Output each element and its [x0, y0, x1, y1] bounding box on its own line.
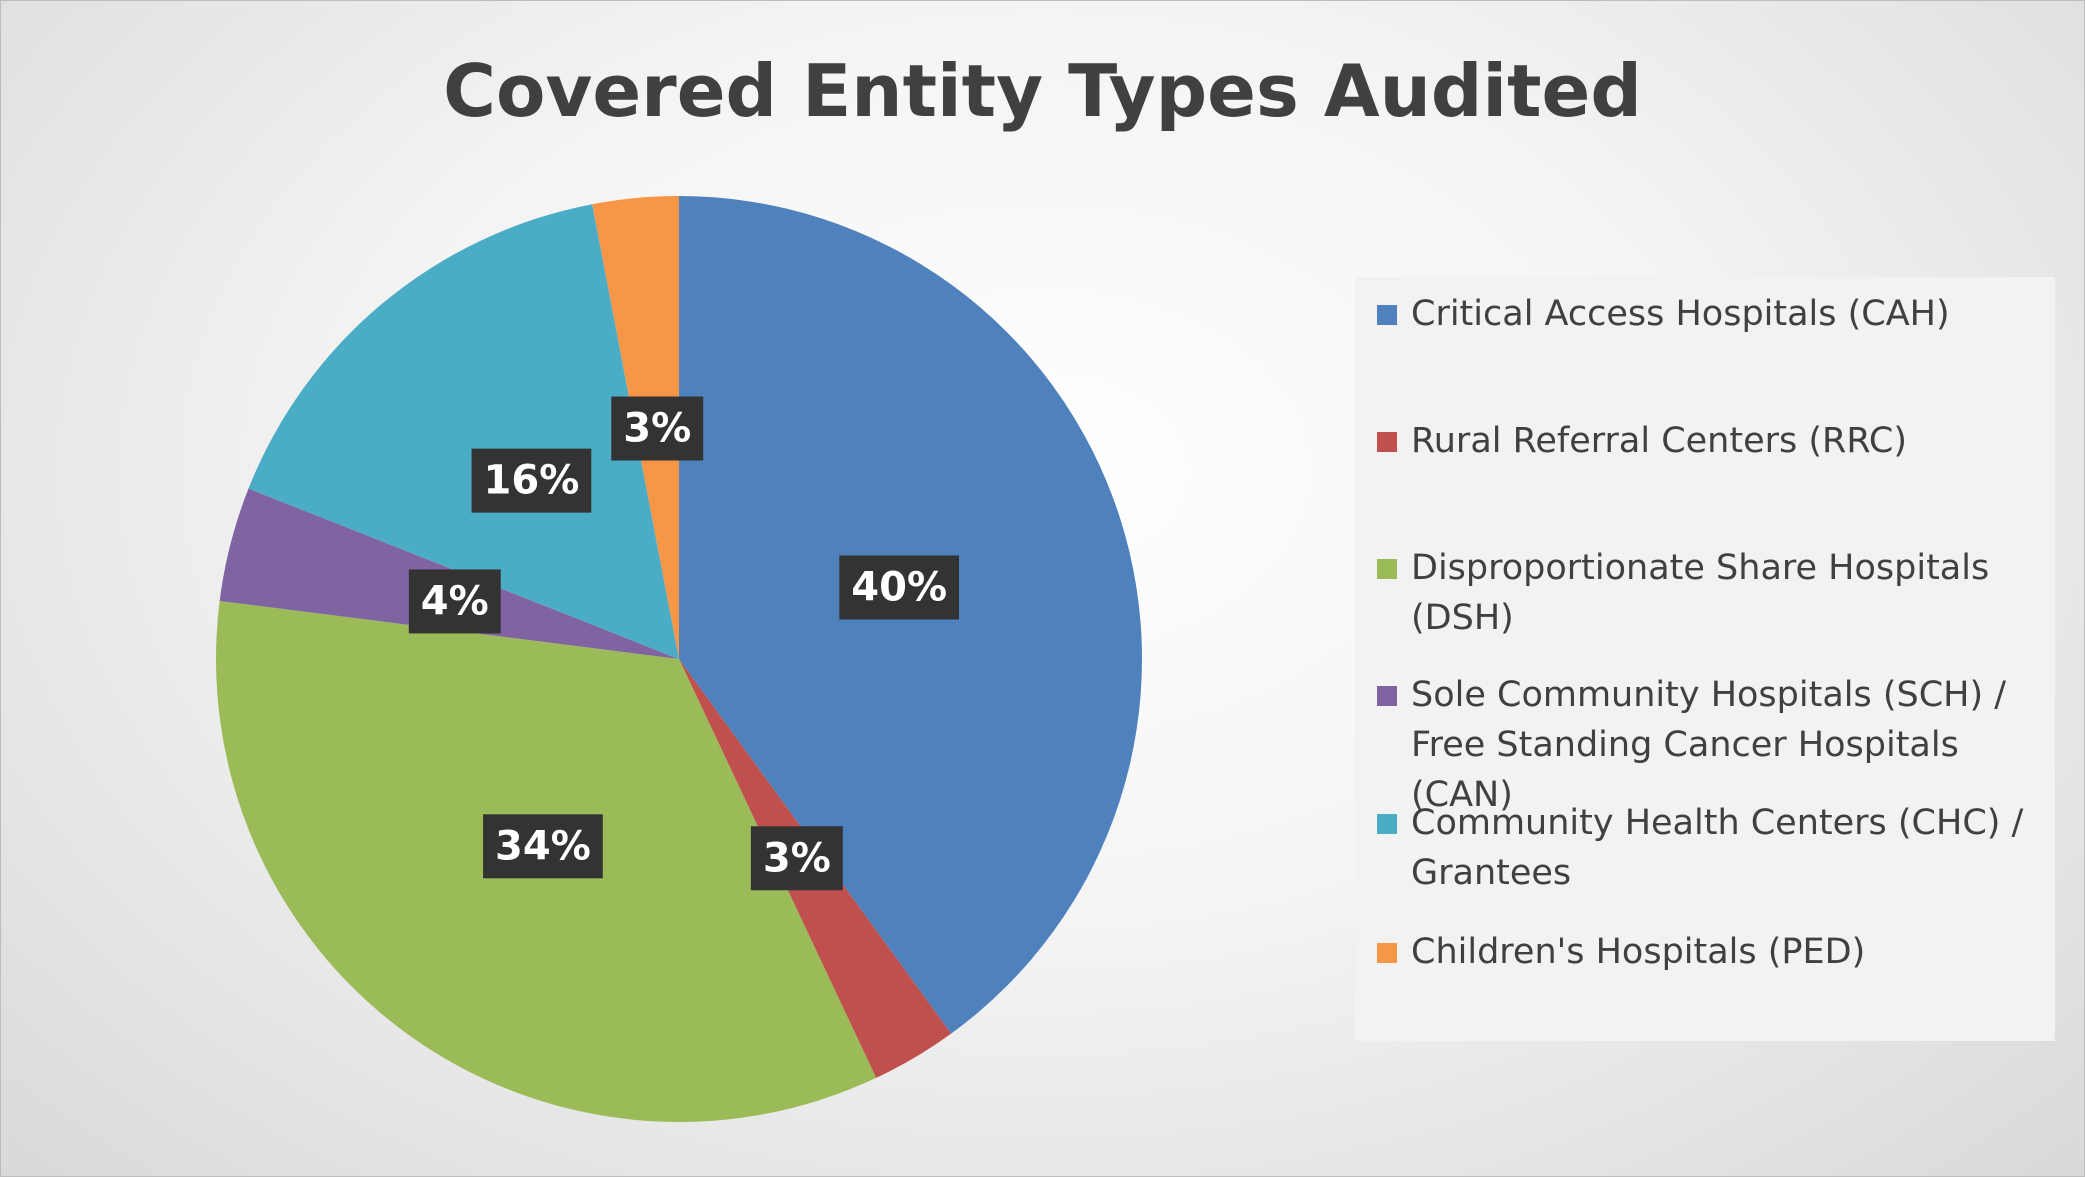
legend-entry: Critical Access Hospitals (CAH) — [1377, 289, 2047, 339]
legend-entry: Sole Community Hospitals (SCH) / Free St… — [1377, 670, 2047, 820]
data-label-text: 16% — [484, 458, 580, 504]
data-label: 4% — [408, 569, 501, 634]
data-label: 40% — [839, 555, 960, 620]
legend-label: Sole Community Hospitals (SCH) / Free St… — [1411, 675, 2007, 815]
legend-entry: Rural Referral Centers (RRC) — [1377, 416, 2047, 466]
legend-label: Disproportionate Share Hospitals (DSH) — [1411, 548, 1990, 638]
legend-swatch — [1377, 559, 1397, 579]
data-label: 3% — [750, 826, 843, 891]
data-label-text: 3% — [763, 835, 831, 881]
data-label-text: 4% — [421, 578, 489, 624]
legend-swatch — [1377, 305, 1397, 325]
data-label-box — [611, 396, 704, 461]
data-label-box — [483, 814, 603, 879]
legend: Critical Access Hospitals (CAH) Rural Ref… — [1355, 277, 2055, 1041]
data-label-text: 40% — [851, 564, 947, 610]
legend-label: Community Health Centers (CHC) / Grantee… — [1411, 803, 2024, 893]
chart-title: Covered Entity Types Audited — [443, 49, 1642, 133]
data-label-box — [839, 555, 960, 620]
legend-label: Rural Referral Centers (RRC) — [1411, 421, 1908, 461]
legend-swatch — [1377, 686, 1397, 706]
data-label: 16% — [471, 448, 592, 513]
legend-entry: Children's Hospitals (PED) — [1377, 927, 2047, 977]
legend-label: Children's Hospitals (PED) — [1411, 932, 1866, 972]
data-label-box — [408, 569, 501, 634]
pie-slice — [248, 204, 679, 660]
data-label-box — [750, 826, 843, 891]
data-label-text: 34% — [495, 823, 591, 869]
data-label: 3% — [611, 396, 704, 461]
data-label-box — [471, 448, 592, 513]
legend-swatch — [1377, 432, 1397, 452]
data-label-text: 3% — [623, 406, 691, 452]
legend-label: Critical Access Hospitals (CAH) — [1411, 294, 1950, 334]
legend-swatch — [1377, 814, 1397, 834]
legend-entry: Community Health Centers (CHC) / Grantee… — [1377, 798, 2047, 898]
legend-entry: Disproportionate Share Hospitals (DSH) — [1377, 543, 2047, 643]
legend-swatch — [1377, 943, 1397, 963]
data-label: 34% — [483, 814, 603, 879]
